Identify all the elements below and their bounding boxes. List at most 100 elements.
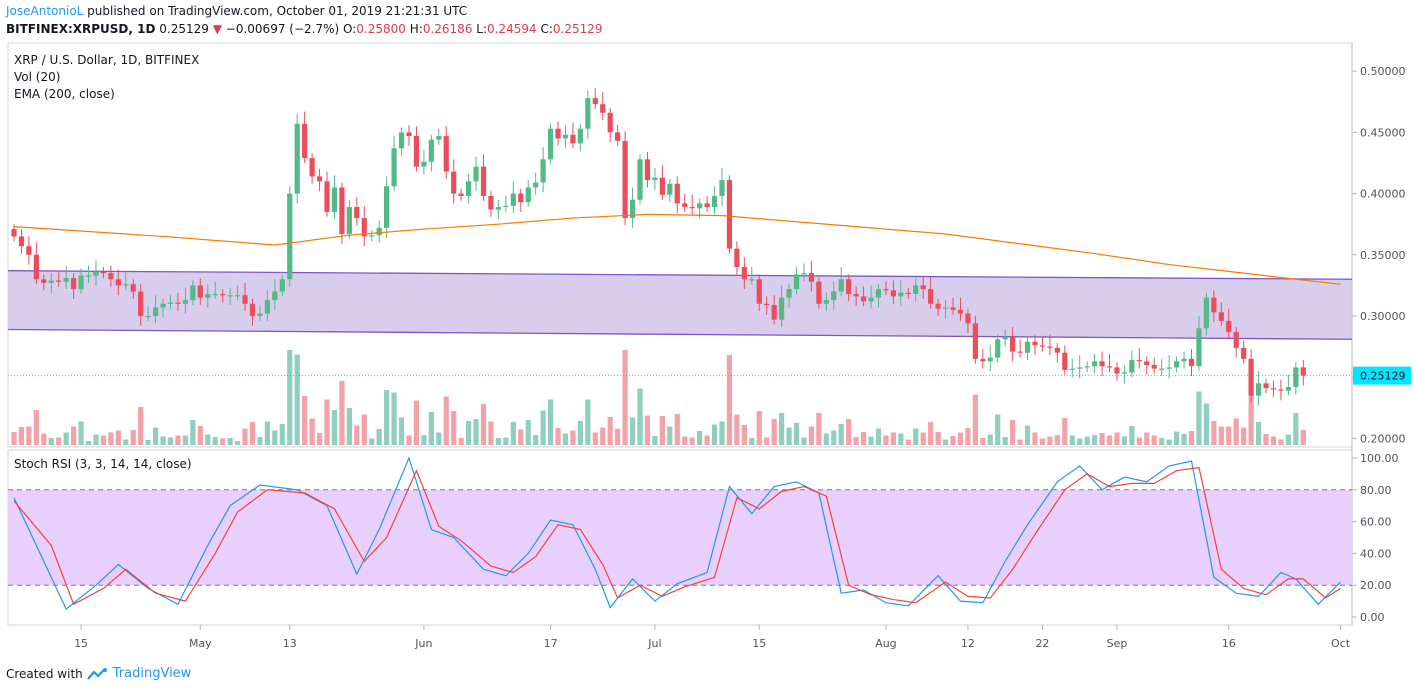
volume-bar bbox=[18, 427, 25, 445]
volume-bar bbox=[428, 412, 434, 445]
change-value: −0.00697 (−2.7%) bbox=[225, 22, 340, 36]
volume-bar bbox=[816, 413, 822, 445]
volume-bar bbox=[272, 430, 278, 445]
volume-bar bbox=[875, 428, 882, 445]
candle-body bbox=[540, 159, 546, 183]
candle-body bbox=[1017, 351, 1023, 353]
candle-body bbox=[264, 300, 270, 314]
created-with: Created with bbox=[6, 666, 83, 681]
candle-body bbox=[1129, 360, 1135, 373]
candle-body bbox=[167, 302, 174, 304]
candle-body bbox=[480, 166, 487, 197]
stoch-tick-label: 60.00 bbox=[1360, 516, 1392, 529]
volume-bar bbox=[451, 411, 457, 445]
candle-body bbox=[935, 303, 941, 309]
candle-body bbox=[1173, 361, 1180, 368]
candle-body bbox=[108, 273, 114, 280]
candle-body bbox=[1092, 361, 1098, 367]
volume-bar bbox=[1263, 434, 1269, 445]
candle-body bbox=[1293, 367, 1299, 388]
candle-body bbox=[1062, 352, 1068, 370]
candle-body bbox=[1151, 364, 1157, 369]
volume-bar bbox=[175, 435, 181, 445]
candle-body bbox=[741, 267, 747, 280]
candle-body bbox=[1211, 297, 1217, 313]
candle-body bbox=[346, 207, 352, 234]
volume-bar bbox=[391, 392, 397, 445]
candle-body bbox=[56, 280, 62, 282]
candle-body bbox=[719, 180, 725, 197]
volume-bar bbox=[197, 426, 203, 445]
candle-body bbox=[592, 98, 598, 105]
author-link[interactable]: JoseAntonioL bbox=[6, 4, 84, 18]
candle-body bbox=[473, 166, 479, 182]
volume-bar bbox=[846, 419, 852, 445]
volume-bar bbox=[369, 438, 375, 445]
volume-bar bbox=[1151, 435, 1157, 445]
candle-body bbox=[309, 158, 315, 177]
volume-bar bbox=[525, 420, 531, 445]
time-tick-label: 13 bbox=[283, 637, 297, 650]
volume-bar bbox=[764, 437, 770, 445]
volume-bar bbox=[980, 438, 986, 445]
volume-bar bbox=[1300, 429, 1306, 445]
volume-bar bbox=[302, 396, 308, 445]
candle-body bbox=[220, 293, 226, 296]
candle-body bbox=[875, 289, 882, 298]
stoch-band-fill bbox=[8, 489, 1352, 586]
tradingview-brand[interactable]: TradingView bbox=[112, 666, 192, 681]
candle-body bbox=[294, 123, 300, 194]
candle-body bbox=[287, 193, 293, 280]
volume-bar bbox=[473, 419, 479, 445]
high-value: 0.26186 bbox=[422, 22, 473, 36]
candle-body bbox=[577, 128, 583, 144]
volume-bar bbox=[421, 435, 427, 445]
ohlc-line: BITFINEX:XRPUSD, 1D 0.25129 ▼ −0.00697 (… bbox=[6, 22, 603, 36]
candle-body bbox=[160, 303, 166, 308]
candle-body bbox=[495, 207, 502, 210]
volume-bar bbox=[644, 415, 651, 445]
volume-bar bbox=[1136, 437, 1142, 445]
volume-bar bbox=[972, 394, 978, 445]
volume-bar bbox=[227, 438, 233, 445]
price-tick-label: 0.30000 bbox=[1360, 310, 1406, 323]
volume-bar bbox=[1181, 434, 1187, 445]
candle-body bbox=[1159, 368, 1165, 370]
volume-bar bbox=[1121, 436, 1128, 445]
volume-bar bbox=[339, 381, 345, 445]
price-tick-label: 0.20000 bbox=[1360, 432, 1406, 445]
time-tick-label: May bbox=[189, 637, 212, 650]
price-title: XRP / U.S. Dollar, 1D, BITFINEX bbox=[14, 53, 199, 67]
candle-body bbox=[361, 218, 367, 237]
candle-body bbox=[823, 300, 829, 304]
candle-body bbox=[93, 271, 99, 276]
candle-body bbox=[413, 136, 420, 167]
volume-bar bbox=[376, 429, 382, 445]
volume-bar bbox=[756, 411, 762, 445]
candle-body bbox=[749, 279, 755, 281]
candle-body bbox=[928, 289, 934, 304]
candle-body bbox=[1241, 347, 1247, 359]
volume-bar bbox=[130, 430, 136, 445]
candle-body bbox=[533, 182, 539, 188]
stoch-tick-label: 40.00 bbox=[1360, 547, 1392, 560]
candle-body bbox=[443, 136, 449, 172]
candle-body bbox=[1181, 358, 1187, 362]
volume-bar bbox=[741, 425, 747, 445]
volume-bar bbox=[786, 427, 792, 445]
volume-bar bbox=[652, 436, 658, 445]
candle-body bbox=[249, 303, 256, 317]
candle-body bbox=[26, 246, 32, 255]
candle-body bbox=[995, 339, 1001, 358]
volume-bar bbox=[1293, 413, 1299, 445]
candle-body bbox=[1285, 387, 1291, 391]
candle-body bbox=[764, 303, 770, 305]
candle-body bbox=[786, 289, 792, 298]
volume-bar bbox=[1032, 432, 1038, 445]
time-tick-label: Jun bbox=[414, 637, 432, 650]
volume-bar bbox=[249, 422, 256, 445]
price-tick-label: 0.45000 bbox=[1360, 126, 1406, 139]
candle-body bbox=[644, 159, 651, 181]
time-tick-label: 17 bbox=[544, 637, 558, 650]
